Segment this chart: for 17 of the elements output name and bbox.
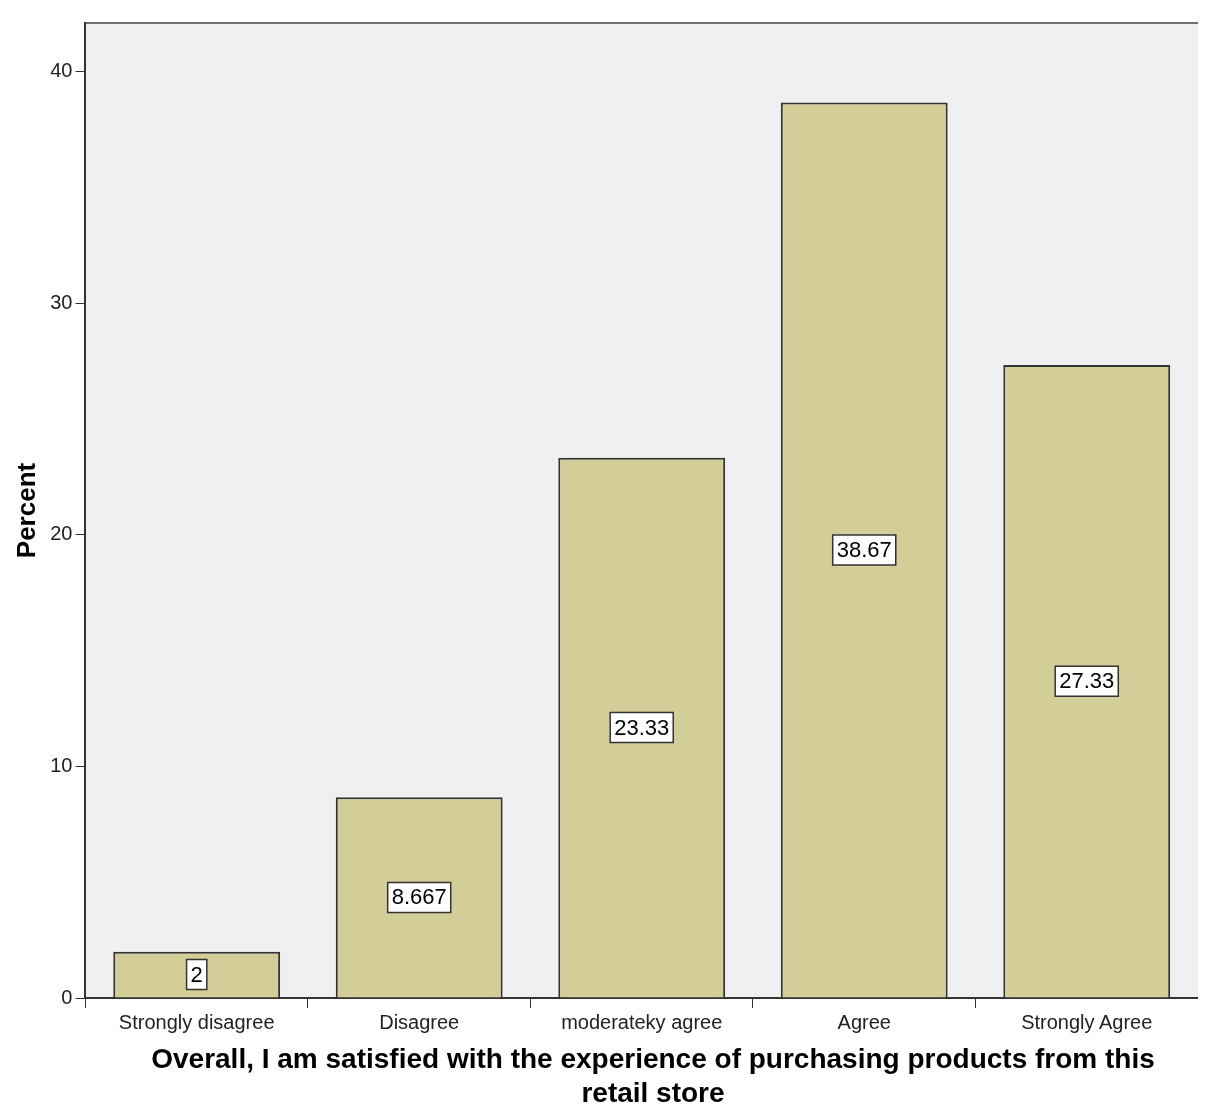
y-tick-label: 20 xyxy=(50,522,73,545)
y-tick-label: 0 xyxy=(61,985,73,1008)
x-tick-label: moderateky agree xyxy=(561,1010,723,1033)
x-axis-title: Overall, I am satisfied with the experience of purchasing products from this retail store xyxy=(150,1042,1156,1110)
y-tick-label: 40 xyxy=(50,59,73,82)
x-tick-label: Agree xyxy=(837,1010,891,1033)
data-label: 27.33 xyxy=(1059,668,1115,694)
y-tick-label: 10 xyxy=(50,753,73,776)
x-tick-label: Strongly disagree xyxy=(118,1010,275,1033)
data-label: 23.33 xyxy=(614,714,670,740)
data-label: 2 xyxy=(190,961,203,987)
y-axis-title: Percent xyxy=(10,462,41,559)
data-label: 8.667 xyxy=(391,884,447,910)
x-tick-label: Disagree xyxy=(379,1010,460,1033)
x-tick-label: Strongly Agree xyxy=(1021,1010,1153,1033)
data-label: 38.67 xyxy=(836,537,892,563)
y-tick-label: 30 xyxy=(50,290,73,313)
